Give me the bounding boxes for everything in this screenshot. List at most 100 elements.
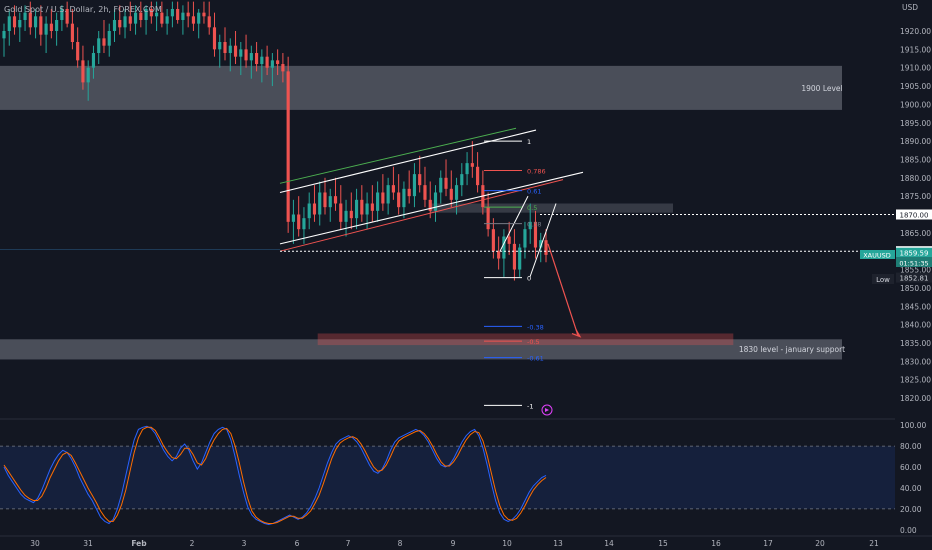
candle-body xyxy=(518,247,522,270)
candle-body xyxy=(202,12,206,17)
candle-body xyxy=(70,23,74,43)
candle-body xyxy=(381,192,385,204)
fib-label: 1 xyxy=(527,138,531,146)
candle-body xyxy=(428,199,432,211)
price-tag: 1859.59 xyxy=(900,250,929,258)
candle xyxy=(486,192,490,237)
candle xyxy=(507,221,511,255)
level-1900-label: 1900 Level xyxy=(801,84,842,93)
candle xyxy=(281,53,285,83)
zone-2 xyxy=(430,203,673,213)
candle-body xyxy=(23,12,27,20)
candle-body xyxy=(249,53,253,61)
candle xyxy=(397,174,401,215)
price-tick: 1855.00 xyxy=(900,266,931,275)
candle-body xyxy=(512,243,517,270)
candle xyxy=(81,45,85,90)
time-axis[interactable]: 30 31 Feb 2 3 6 7 8 9 10 13 14 15 16 17 20 21 xyxy=(0,535,932,548)
price-tag: 1870.00 xyxy=(900,212,929,220)
price-tick: 1920.00 xyxy=(900,27,931,36)
candle-body xyxy=(207,16,211,28)
candle xyxy=(386,177,390,215)
candle-body xyxy=(191,16,196,24)
candle xyxy=(49,8,53,39)
time-tick: Feb xyxy=(131,539,147,548)
candle-body xyxy=(544,240,548,255)
price-tag-bg xyxy=(896,272,932,283)
candle-body xyxy=(123,16,127,28)
candle xyxy=(402,181,406,219)
candle-body xyxy=(86,67,90,83)
candle xyxy=(339,185,343,230)
candle-body xyxy=(407,188,411,197)
time-tick: 31 xyxy=(83,539,93,548)
candle-body xyxy=(276,60,280,65)
time-tick: 15 xyxy=(658,539,668,548)
candle xyxy=(333,177,338,211)
candle xyxy=(191,1,196,31)
candle-body xyxy=(444,177,448,189)
replay-icon[interactable] xyxy=(541,404,553,416)
candle xyxy=(202,1,206,24)
candle-body xyxy=(370,203,374,211)
candle xyxy=(465,152,469,186)
candle-body xyxy=(18,19,22,28)
candle xyxy=(528,203,532,244)
candle-body xyxy=(81,60,85,83)
candle-body xyxy=(107,31,111,46)
candle xyxy=(544,229,548,263)
countdown-bg xyxy=(896,258,932,267)
fib-label: 0.786 xyxy=(527,167,546,175)
candle-body xyxy=(44,23,48,35)
candle xyxy=(533,210,538,259)
candle xyxy=(344,199,348,237)
time-tick: 8 xyxy=(398,539,403,548)
target-box xyxy=(317,333,734,346)
candle-body xyxy=(12,16,17,28)
candle xyxy=(107,23,111,57)
time-tick: 9 xyxy=(451,539,456,548)
candle-body xyxy=(7,16,11,31)
candle xyxy=(70,8,74,50)
time-tick: 13 xyxy=(553,539,563,548)
candle xyxy=(155,1,159,31)
time-tick: 7 xyxy=(346,539,351,548)
candle-body xyxy=(97,38,101,54)
fib-label: -0.38 xyxy=(527,323,544,331)
candle-body xyxy=(423,185,427,200)
candle-body xyxy=(260,56,264,65)
fib-label: -1 xyxy=(527,402,533,410)
candle-body xyxy=(65,8,69,24)
candle xyxy=(328,188,332,222)
candle xyxy=(460,163,464,197)
candle xyxy=(323,177,327,215)
price-axis[interactable]: 1920.00 1915.00 1910.00 1905.00 1900.00 1895.… xyxy=(895,0,932,550)
candle-body xyxy=(112,19,117,31)
candle xyxy=(228,38,232,72)
candle-body xyxy=(49,23,53,31)
price-tick: 1905.00 xyxy=(900,82,931,91)
time-tick: 21 xyxy=(869,539,879,548)
candle xyxy=(491,218,495,259)
candle xyxy=(376,181,380,222)
candle xyxy=(218,34,222,68)
fib-label: 0.38 xyxy=(527,221,541,229)
countdown-label: 01:51:35 xyxy=(899,260,928,268)
candle-body xyxy=(307,203,311,219)
candle-body xyxy=(139,12,143,20)
candle xyxy=(165,8,169,35)
price-tick: 1865.00 xyxy=(900,229,931,238)
candle-body xyxy=(2,31,6,39)
candle xyxy=(207,1,211,35)
candle xyxy=(7,8,11,46)
candle xyxy=(170,1,174,28)
price-tick: 1875.00 xyxy=(900,192,931,201)
candle xyxy=(433,185,438,222)
price-tick: 1830.00 xyxy=(900,357,931,366)
zone-0 xyxy=(0,65,842,110)
candle xyxy=(502,229,506,277)
candle-body xyxy=(133,12,138,24)
projection-arrow-head xyxy=(571,329,582,338)
candle-body xyxy=(418,174,422,186)
